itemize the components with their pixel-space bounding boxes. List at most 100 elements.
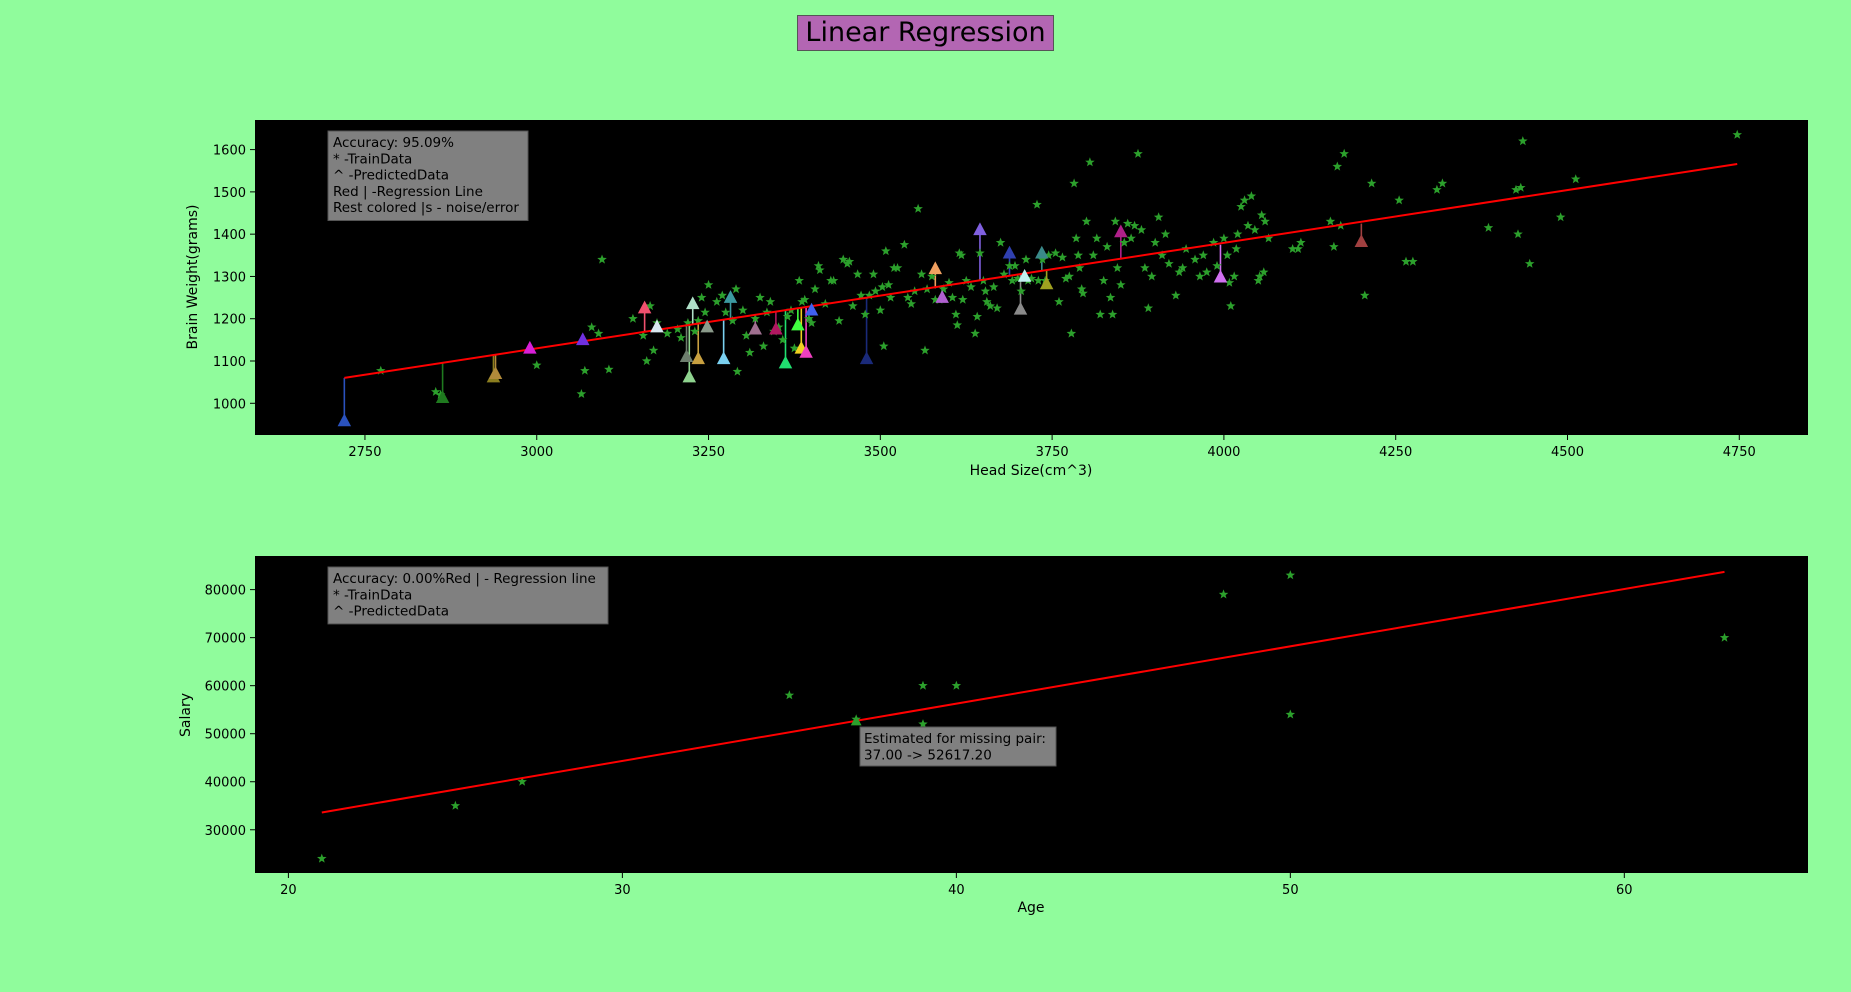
train-point xyxy=(1555,212,1566,222)
legend-line: Red | -Regression Line xyxy=(333,184,483,200)
train-point xyxy=(800,294,810,304)
train-point xyxy=(970,328,980,338)
train-point xyxy=(741,330,752,340)
train-point xyxy=(930,294,941,304)
train-point xyxy=(1164,258,1174,268)
predicted-point xyxy=(1035,245,1049,259)
train-point xyxy=(920,345,930,355)
train-point xyxy=(1236,201,1246,211)
train-point xyxy=(1026,273,1037,283)
train-point xyxy=(1219,233,1229,243)
train-point xyxy=(1071,233,1081,243)
train-point xyxy=(1016,286,1026,296)
train-point xyxy=(1037,254,1048,264)
x-tick-label: 60 xyxy=(1616,883,1633,898)
train-point xyxy=(1064,271,1074,281)
figure-title: Linear Regression xyxy=(797,15,1054,51)
train-point xyxy=(690,326,700,336)
predicted-point xyxy=(685,296,700,310)
train-point xyxy=(765,296,776,306)
train-point xyxy=(961,275,971,285)
train-point xyxy=(870,286,881,296)
y-tick-label: 80000 xyxy=(205,584,246,599)
train-point xyxy=(1066,328,1077,338)
train-point xyxy=(1719,632,1730,642)
train-point xyxy=(1516,182,1526,192)
predicted-point xyxy=(928,261,943,275)
train-point xyxy=(1033,275,1044,285)
train-point xyxy=(1224,277,1235,287)
predicted-point xyxy=(723,290,738,303)
train-point xyxy=(1057,252,1068,262)
train-point xyxy=(1202,267,1212,277)
train-point xyxy=(1332,161,1342,171)
train-point xyxy=(672,324,683,334)
predicted-point xyxy=(650,319,664,333)
train-point xyxy=(892,263,903,272)
train-point xyxy=(916,269,927,279)
regression-line xyxy=(321,570,1725,814)
train-point xyxy=(1102,241,1112,251)
train-point xyxy=(1325,216,1336,226)
train-point xyxy=(1518,136,1528,146)
train-point xyxy=(1136,224,1147,234)
train-point xyxy=(683,318,693,327)
legend-line: ^ -PredictedData xyxy=(333,168,449,184)
predicted-point xyxy=(935,290,949,303)
train-point xyxy=(1285,709,1296,719)
x-tick-label: 3000 xyxy=(520,445,553,460)
legend-line: Accuracy: 0.00%Red | - Regression line xyxy=(333,571,596,587)
train-point xyxy=(1437,178,1448,188)
train-point xyxy=(641,356,652,366)
train-point xyxy=(1513,229,1523,239)
salary-chart: 20 30 40 50 60 30000 40000 50000 60000 70000 80000… xyxy=(178,556,1808,916)
train-point xyxy=(1229,271,1239,281)
train-point xyxy=(732,366,743,376)
train-point xyxy=(889,263,899,272)
train-point xyxy=(1732,129,1742,139)
train-point xyxy=(1061,273,1071,283)
train-point xyxy=(1010,260,1020,270)
train-point xyxy=(1571,174,1581,184)
x-tick-label: 4500 xyxy=(1551,445,1584,460)
train-point xyxy=(696,292,707,302)
x-axis-label: Head Size(cm^3) xyxy=(970,463,1093,479)
predicted-point xyxy=(679,349,694,363)
train-point xyxy=(727,315,738,325)
train-point xyxy=(638,330,648,340)
train-point xyxy=(1107,309,1118,319)
train-point xyxy=(750,313,760,323)
train-point xyxy=(1095,309,1105,319)
train-point xyxy=(1078,288,1088,298)
estimate-annotation-line: 37.00 -> 52617.20 xyxy=(864,748,992,764)
predicted-point xyxy=(716,351,731,365)
x-tick-label: 2750 xyxy=(348,445,381,460)
train-point xyxy=(1263,233,1274,243)
predicted-point xyxy=(1213,269,1228,283)
train-point xyxy=(1160,229,1171,239)
train-point xyxy=(1116,279,1126,289)
train-point xyxy=(1394,195,1404,205)
train-point xyxy=(1366,178,1377,188)
predicted-point xyxy=(1002,245,1017,259)
y-tick-label: 70000 xyxy=(205,632,246,647)
train-point xyxy=(806,318,817,327)
train-point xyxy=(1218,589,1229,599)
predicted-point xyxy=(523,340,537,354)
y-axis-label: Brain Weight(grams) xyxy=(185,204,201,349)
predicted-point xyxy=(1354,234,1369,248)
y-tick-label: 1600 xyxy=(213,144,246,159)
train-point xyxy=(1208,237,1219,247)
train-point xyxy=(1239,195,1250,205)
predicted-point xyxy=(791,317,805,331)
x-tick-label: 3750 xyxy=(1036,445,1069,460)
train-point xyxy=(317,853,327,863)
estimate-annotation-box xyxy=(859,726,1057,767)
train-point xyxy=(1013,273,1023,283)
train-point xyxy=(1256,210,1267,220)
train-point xyxy=(1287,244,1298,253)
train-point xyxy=(877,282,888,292)
train-point xyxy=(1198,250,1208,260)
train-point xyxy=(810,284,820,294)
y-tick-label: 1500 xyxy=(213,186,246,201)
